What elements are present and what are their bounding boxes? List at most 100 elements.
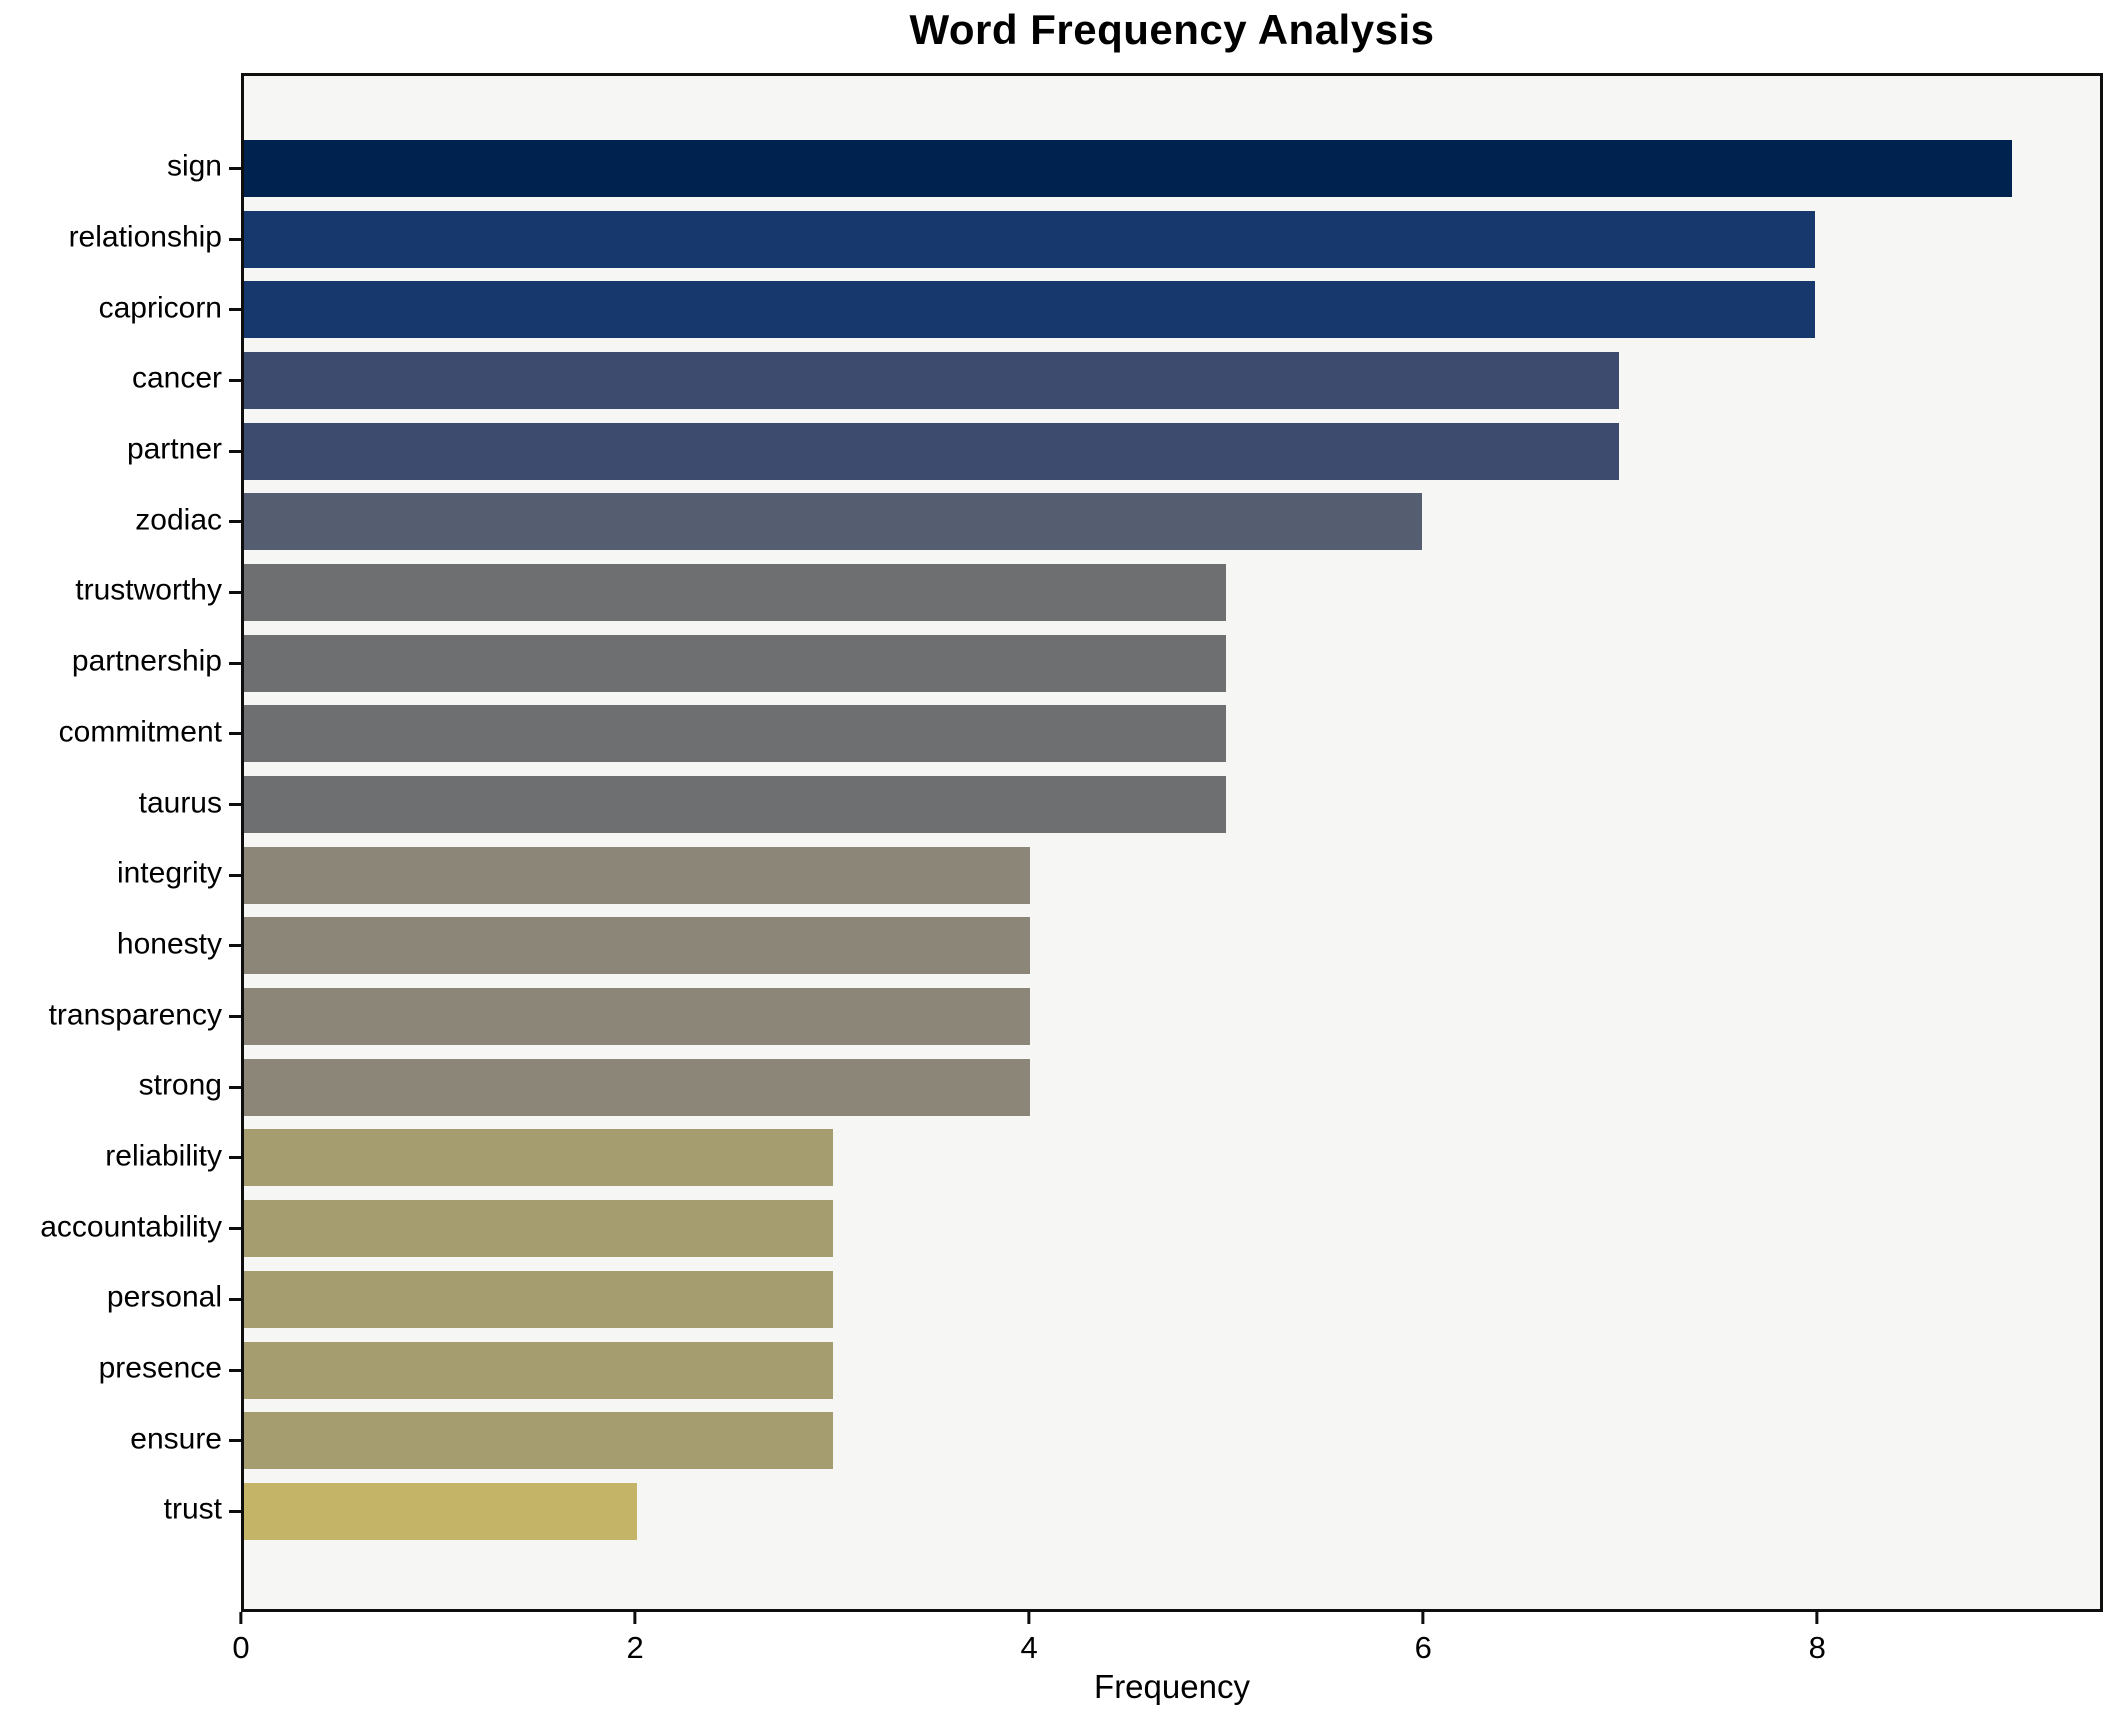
y-tick-label: personal: [106, 1280, 222, 1314]
bar: [244, 139, 2012, 197]
y-tick-label: taurus: [138, 786, 222, 820]
bar-row: presence: [99, 1335, 2100, 1406]
x-tick: 6: [1415, 1612, 1432, 1666]
y-tick-label: commitment: [58, 715, 222, 749]
y-tick-mark-icon: [229, 308, 241, 312]
x-tick-label: 6: [1414, 1630, 1432, 1665]
bar: [244, 422, 1619, 480]
bar-row: integrity: [117, 840, 2100, 911]
bars-container: sign relationship capricorn cancer partn…: [40, 133, 2100, 1547]
x-axis-title: Frequency: [1094, 1668, 1250, 1705]
y-tick-mark-icon: [229, 1156, 241, 1160]
bar: [244, 210, 1816, 268]
y-tick-label: relationship: [68, 220, 222, 254]
x-tick-mark-icon: [633, 1612, 637, 1624]
bar-row: partner: [127, 416, 2100, 487]
y-tick-mark-icon: [229, 1227, 241, 1231]
plot-area: sign relationship capricorn cancer partn…: [40, 73, 2103, 1612]
bar-row: trust: [164, 1476, 2100, 1547]
bar: [244, 634, 1226, 692]
y-tick-mark-icon: [229, 1015, 241, 1019]
bar-row: commitment: [59, 699, 2100, 770]
y-tick-mark-icon: [229, 378, 241, 382]
x-tick: 8: [1809, 1612, 1826, 1666]
bar: [244, 917, 1030, 975]
y-tick-label: integrity: [116, 856, 222, 890]
y-tick-label: accountability: [40, 1210, 222, 1244]
y-tick-label: transparency: [48, 998, 222, 1032]
bar: [244, 1482, 637, 1540]
y-tick-mark-icon: [229, 1509, 241, 1513]
y-tick-mark-icon: [229, 590, 241, 594]
bar: [244, 1341, 834, 1399]
bar: [244, 1412, 834, 1470]
y-tick-label: partner: [126, 432, 222, 466]
bar-row: zodiac: [135, 486, 2100, 557]
bar-row: capricorn: [99, 274, 2100, 345]
bar: [244, 1129, 834, 1187]
bar: [244, 1058, 1030, 1116]
bar-row: reliability: [105, 1123, 2100, 1194]
y-tick-label: trustworthy: [75, 574, 222, 608]
bar-row: sign: [167, 133, 2100, 204]
bar-row: trustworthy: [75, 557, 2100, 628]
x-axis: 0 2 4 6 8: [232, 1612, 2103, 1672]
bar-row: personal: [107, 1264, 2100, 1335]
y-tick-mark-icon: [229, 520, 241, 524]
y-tick-label: reliability: [105, 1139, 222, 1173]
y-tick-mark-icon: [229, 237, 241, 241]
y-tick-label: ensure: [130, 1422, 222, 1456]
y-tick-mark-icon: [229, 1297, 241, 1301]
bar-row: relationship: [69, 204, 2100, 275]
bar: [244, 563, 1226, 621]
x-tick: 4: [1021, 1612, 1038, 1666]
bar-row: partnership: [72, 628, 2100, 699]
y-tick-label: zodiac: [135, 503, 222, 537]
y-tick-mark-icon: [229, 449, 241, 453]
x-tick-label: 8: [1808, 1630, 1826, 1665]
x-tick: 0: [232, 1612, 250, 1666]
y-tick-label: trust: [163, 1493, 222, 1527]
bar: [244, 988, 1030, 1046]
bar-row: transparency: [49, 981, 2100, 1052]
bar: [244, 846, 1030, 904]
bar: [244, 351, 1619, 409]
bar: [244, 1270, 834, 1328]
bar-row: strong: [139, 1052, 2100, 1123]
x-tick-mark-icon: [1421, 1612, 1425, 1624]
y-tick-mark-icon: [229, 1085, 241, 1089]
bar: [244, 493, 1423, 551]
bar: [244, 1200, 834, 1258]
y-tick-label: sign: [166, 149, 222, 183]
x-tick-mark-icon: [1815, 1612, 1819, 1624]
y-tick-mark-icon: [229, 166, 241, 170]
y-tick-label: cancer: [131, 362, 222, 396]
chart-title: Word Frequency Analysis: [909, 6, 1435, 53]
bar: [244, 705, 1226, 763]
y-tick-label: presence: [98, 1351, 222, 1385]
bar-row: accountability: [40, 1193, 2100, 1264]
x-tick: 2: [626, 1612, 644, 1666]
x-tick-label: 0: [232, 1630, 250, 1665]
bar: [244, 776, 1226, 834]
y-tick-mark-icon: [229, 873, 241, 877]
y-tick-mark-icon: [229, 661, 241, 665]
y-tick-label: partnership: [71, 644, 222, 678]
bar-row: cancer: [132, 345, 2100, 416]
y-tick-mark-icon: [229, 803, 241, 807]
x-tick-mark-icon: [1027, 1612, 1031, 1624]
y-tick-mark-icon: [229, 732, 241, 736]
bar-row: taurus: [139, 769, 2100, 840]
y-tick-mark-icon: [229, 1439, 241, 1443]
bar-row: ensure: [130, 1405, 2100, 1476]
y-tick-label: capricorn: [98, 291, 222, 325]
bar: [244, 281, 1816, 339]
y-tick-label: honesty: [116, 927, 222, 961]
y-tick-label: strong: [138, 1068, 222, 1102]
bar-row: honesty: [117, 911, 2100, 982]
y-tick-mark-icon: [229, 944, 241, 948]
x-tick-label: 2: [626, 1630, 644, 1665]
x-tick-mark-icon: [239, 1612, 243, 1624]
y-tick-mark-icon: [229, 1368, 241, 1372]
